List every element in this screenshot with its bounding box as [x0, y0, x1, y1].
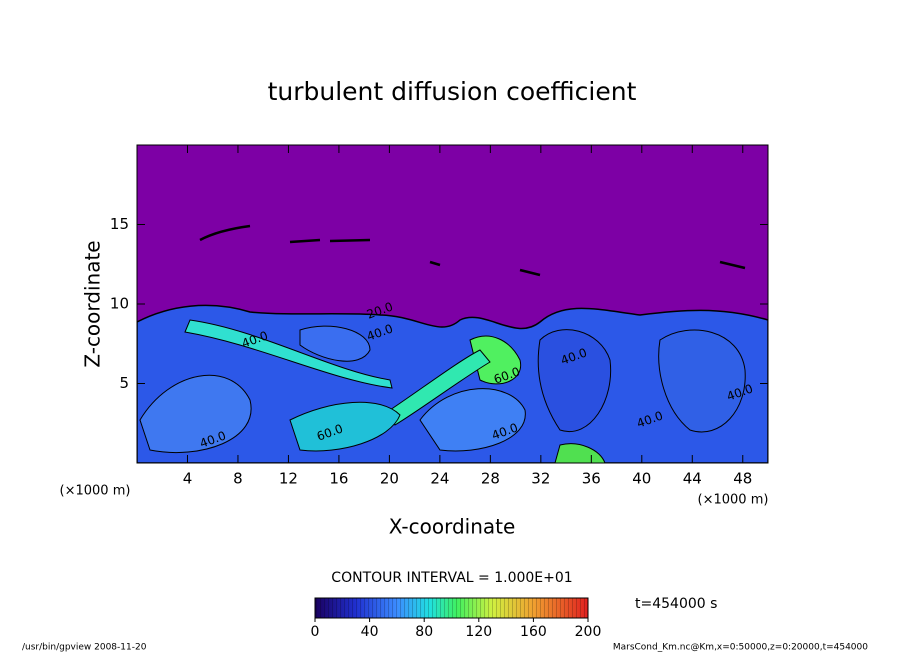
y-unit: (×1000 m): [60, 484, 131, 499]
x-tick-label: 12: [279, 470, 298, 488]
contour-field: 20.040.040.0 60.040.060.040.040.040.040.0: [137, 145, 768, 463]
x-unit: (×1000 m): [698, 493, 769, 508]
x-tick-label: 16: [329, 470, 348, 488]
x-tick-label: 24: [430, 470, 449, 488]
colorbar-tick-label: 40: [361, 624, 379, 640]
chart-title: turbulent diffusion coefficient: [268, 77, 637, 106]
footer-right: MarsCond_Km.nc@Km,x=0:50000,z=0:20000,t=…: [613, 643, 868, 653]
colorbar-tick-label: 80: [415, 624, 433, 640]
x-tick-label: 28: [481, 470, 500, 488]
contour-interval: CONTOUR INTERVAL = 1.000E+01: [331, 570, 572, 586]
colorbar-lines: [315, 598, 588, 618]
colorbar-tick-label: 160: [520, 624, 547, 640]
colorbar-tick-label: 120: [465, 624, 492, 640]
y-tick-label: 5: [119, 374, 129, 392]
x-tick-label: 20: [380, 470, 399, 488]
colorbar-tick-label: 0: [311, 624, 320, 640]
x-tick-label: 36: [582, 470, 601, 488]
footer-left: /usr/bin/gpview 2008-11-20: [22, 643, 147, 653]
x-axis-label: X-coordinate: [389, 515, 516, 539]
x-tick-label: 32: [531, 470, 550, 488]
x-tick-label: 4: [183, 470, 193, 488]
time-label: t=454000 s: [635, 596, 717, 612]
x-tick-label: 40: [632, 470, 651, 488]
y-axis-label: Z-coordinate: [81, 240, 105, 367]
y-tick-label: 15: [110, 215, 129, 233]
colorbar-tick-label: 200: [575, 624, 602, 640]
x-tick-label: 48: [733, 470, 752, 488]
x-tick-label: 8: [233, 470, 243, 488]
y-tick-label: 10: [110, 295, 129, 313]
x-tick-label: 44: [683, 470, 702, 488]
